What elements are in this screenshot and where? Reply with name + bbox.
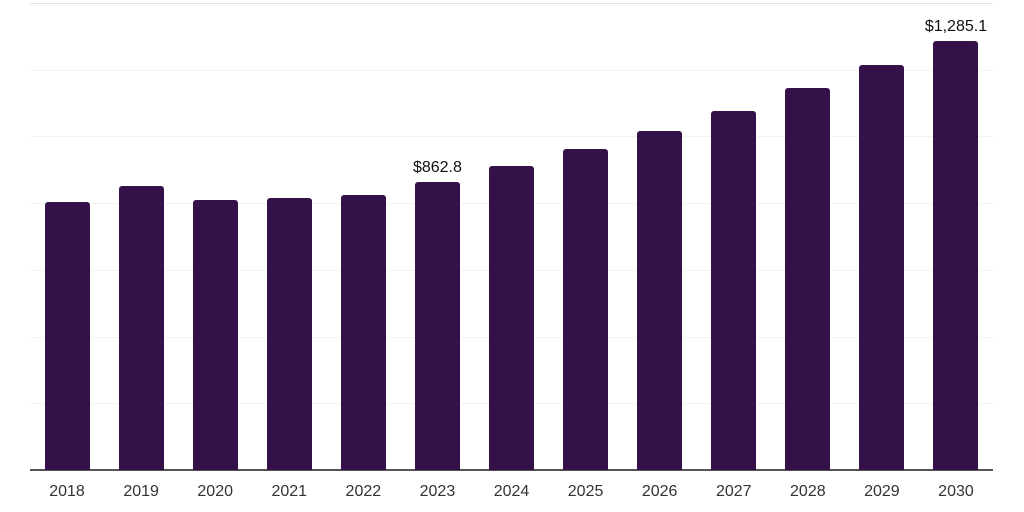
value-label-2023: $862.8	[412, 159, 462, 177]
x-tick-2023: 2023	[419, 483, 456, 500]
bar-2028	[785, 88, 831, 470]
x-axis-tick-labels: 2018 2019 2020 2021 2022 2023 2024 2025 2026 2027…	[30, 482, 993, 501]
x-tick-2018: 2018	[49, 483, 85, 500]
plot-area: $862.8 $1,285.1	[30, 3, 993, 471]
x-tick-2024: 2024	[493, 483, 530, 500]
gridline-1000	[30, 136, 993, 138]
x-axis-line	[30, 469, 993, 471]
bar-2022	[340, 194, 386, 470]
bar-2020	[192, 200, 238, 470]
x-tick-2030: 2030	[938, 483, 974, 500]
bar-2029	[859, 65, 905, 470]
x-tick-2019: 2019	[123, 483, 159, 500]
bar-2018	[44, 202, 90, 470]
bar-2026	[637, 130, 683, 470]
x-tick-2020: 2020	[197, 483, 233, 500]
bar-2027	[711, 111, 757, 470]
x-tick-2027: 2027	[715, 483, 752, 500]
gridline-1400	[30, 3, 993, 4]
bar-2030	[933, 41, 979, 470]
value-label-2030: $1,285.1	[924, 18, 988, 36]
x-tick-2021: 2021	[271, 483, 308, 500]
gridline-1200	[30, 69, 993, 71]
x-tick-2029: 2029	[864, 483, 900, 500]
bar-2025	[563, 148, 609, 470]
bar-2021	[266, 198, 312, 470]
x-tick-2025: 2025	[567, 483, 604, 500]
bar-2024	[489, 165, 534, 470]
bar-2019	[118, 185, 164, 470]
x-tick-2026: 2026	[641, 483, 678, 500]
x-tick-2022: 2022	[345, 483, 382, 500]
x-tick-2028: 2028	[790, 483, 826, 500]
bar-2023	[414, 182, 460, 470]
